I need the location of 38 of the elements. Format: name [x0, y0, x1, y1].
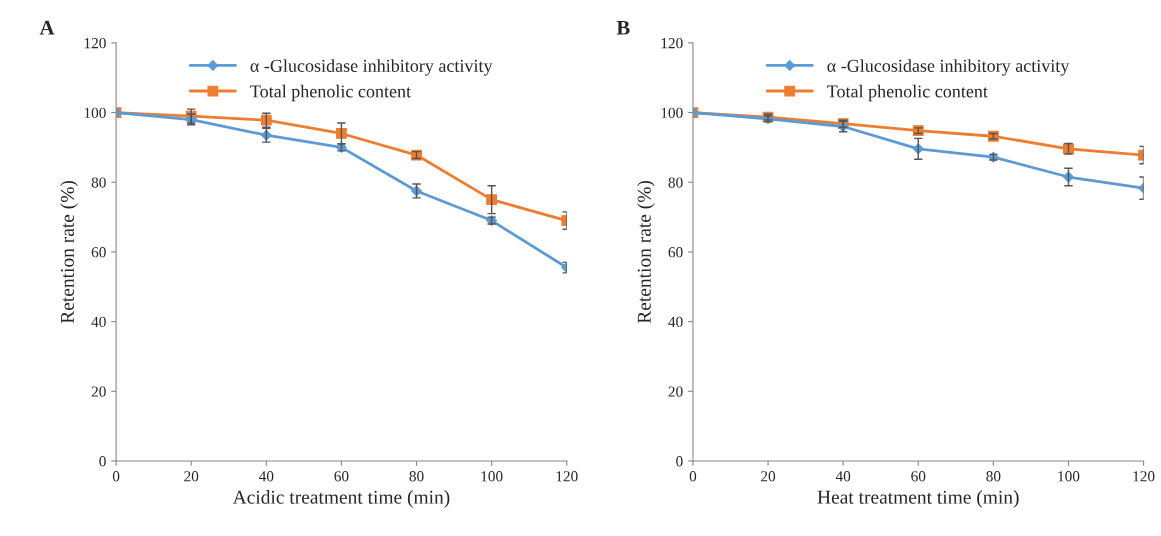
y-tick-label: 0	[676, 456, 683, 467]
chart-title: A	[39, 20, 55, 35]
x-axis-title: Acidic treatment time (min)	[232, 490, 450, 508]
y-tick-label: 80	[91, 177, 106, 188]
x-tick-label: 60	[334, 471, 349, 482]
chart-title: B	[616, 20, 630, 35]
legend-label: α -Glucosidase inhibitory activity	[250, 59, 493, 76]
y-tick-label: 20	[668, 386, 683, 397]
x-tick-label: 80	[409, 471, 424, 482]
y-tick-label: 120	[84, 38, 106, 49]
legend-label: α -Glucosidase inhibitory activity	[827, 59, 1070, 76]
x-tick-label: 100	[481, 471, 503, 482]
y-tick-label: 120	[661, 38, 683, 49]
x-tick-label: 0	[689, 471, 697, 482]
legend-label: Total phenolic content	[250, 84, 411, 102]
y-tick-label: 0	[99, 456, 106, 467]
y-axis-title: Retention rate (%)	[60, 180, 78, 324]
x-tick-label: 20	[761, 471, 776, 482]
y-tick-label: 60	[91, 247, 106, 258]
y-tick-label: 40	[668, 316, 683, 328]
x-tick-label: 80	[986, 471, 1001, 482]
y-tick-label: 40	[91, 316, 106, 328]
x-axis-title: Heat treatment time (min)	[817, 490, 1019, 508]
y-tick-label: 100	[84, 107, 106, 119]
y-tick-label: 100	[661, 107, 683, 119]
x-tick-label: 40	[835, 471, 851, 482]
y-tick-label: 60	[668, 247, 683, 258]
x-tick-label: 20	[184, 471, 199, 482]
y-tick-label: 80	[668, 177, 683, 188]
y-axis-title: Retention rate (%)	[637, 180, 655, 324]
x-tick-label: 100	[1058, 471, 1080, 482]
y-tick-label: 20	[91, 386, 106, 397]
legend-label: Total phenolic content	[827, 84, 988, 102]
x-tick-label: 40	[258, 471, 274, 482]
x-tick-label: 120	[1133, 471, 1155, 482]
x-tick-label: 60	[911, 471, 926, 482]
x-tick-label: 0	[112, 471, 120, 482]
x-tick-label: 120	[556, 471, 578, 482]
